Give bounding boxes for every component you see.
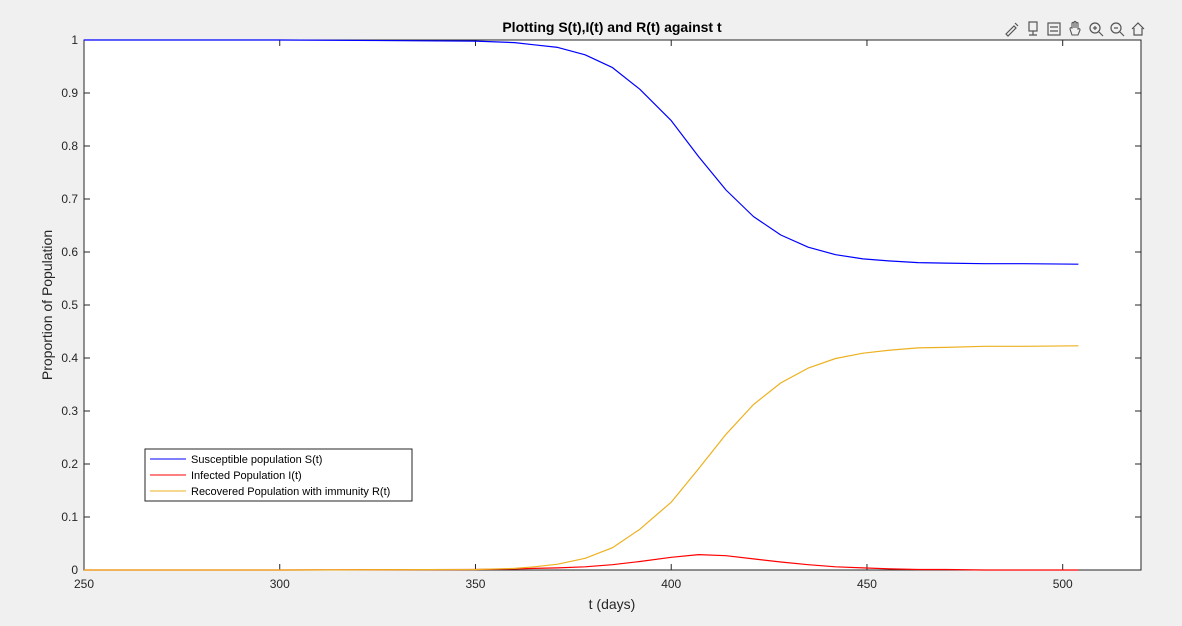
series-lines <box>84 39 1079 571</box>
y-tick-label: 0.3 <box>61 404 78 418</box>
legend-box <box>144 448 413 502</box>
x-tick-label: 250 <box>74 577 94 591</box>
x-tick-label: 350 <box>465 577 485 591</box>
axes-toolbar <box>1002 19 1148 39</box>
legend-label-recovered: Recovered Population with immunity R(t) <box>191 486 390 498</box>
zoom-in-icon[interactable] <box>1086 19 1106 39</box>
x-tick-label: 400 <box>661 577 681 591</box>
y-tick-label: 0.9 <box>61 86 78 100</box>
x-axis-label: t (days) <box>589 596 636 612</box>
zoom-out-icon[interactable] <box>1107 19 1127 39</box>
brush-icon[interactable] <box>1002 19 1022 39</box>
y-tick-label: 0 <box>71 563 78 577</box>
home-icon[interactable] <box>1128 19 1148 39</box>
y-tick-label: 0.8 <box>61 139 78 153</box>
legend-label-infected: Infected Population I(t) <box>191 470 302 482</box>
x-tick-label: 450 <box>857 577 877 591</box>
pan-icon[interactable] <box>1065 19 1085 39</box>
x-tick-label: 300 <box>270 577 290 591</box>
series-line-recovered[interactable] <box>84 345 1079 571</box>
legend[interactable]: Susceptible population S(t) Infected Pop… <box>144 448 413 502</box>
legend-icon[interactable] <box>1044 19 1064 39</box>
y-tick-label: 0.4 <box>61 351 78 365</box>
series-line-susceptible[interactable] <box>84 39 1079 265</box>
data-tips-icon[interactable] <box>1023 19 1043 39</box>
y-tick-label: 0.1 <box>61 510 78 524</box>
y-tick-label: 0.6 <box>61 245 78 259</box>
y-tick-label: 0.2 <box>61 457 78 471</box>
chart-title: Plotting S(t),I(t) and R(t) against t <box>502 19 722 35</box>
series-line-infected[interactable] <box>84 553 1079 571</box>
legend-label-susceptible: Susceptible population S(t) <box>191 454 322 466</box>
x-tick-label: 500 <box>1053 577 1073 591</box>
y-tick-label: 1 <box>71 33 78 47</box>
y-axis-label: Proportion of Population <box>39 230 55 380</box>
axes-ticks: 250 300 350 400 450 500 0 0.1 0.2 0.3 0.4 0.5 0.6 0.7… <box>61 33 1141 591</box>
y-tick-label: 0.7 <box>61 192 78 206</box>
y-tick-label: 0.5 <box>61 298 78 312</box>
